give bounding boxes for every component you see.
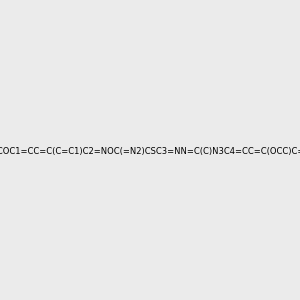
Text: CCOC1=CC=C(C=C1)C2=NOC(=N2)CSC3=NN=C(C)N3C4=CC=C(OCC)C=C4: CCOC1=CC=C(C=C1)C2=NOC(=N2)CSC3=NN=C(C)N…: [0, 147, 300, 156]
